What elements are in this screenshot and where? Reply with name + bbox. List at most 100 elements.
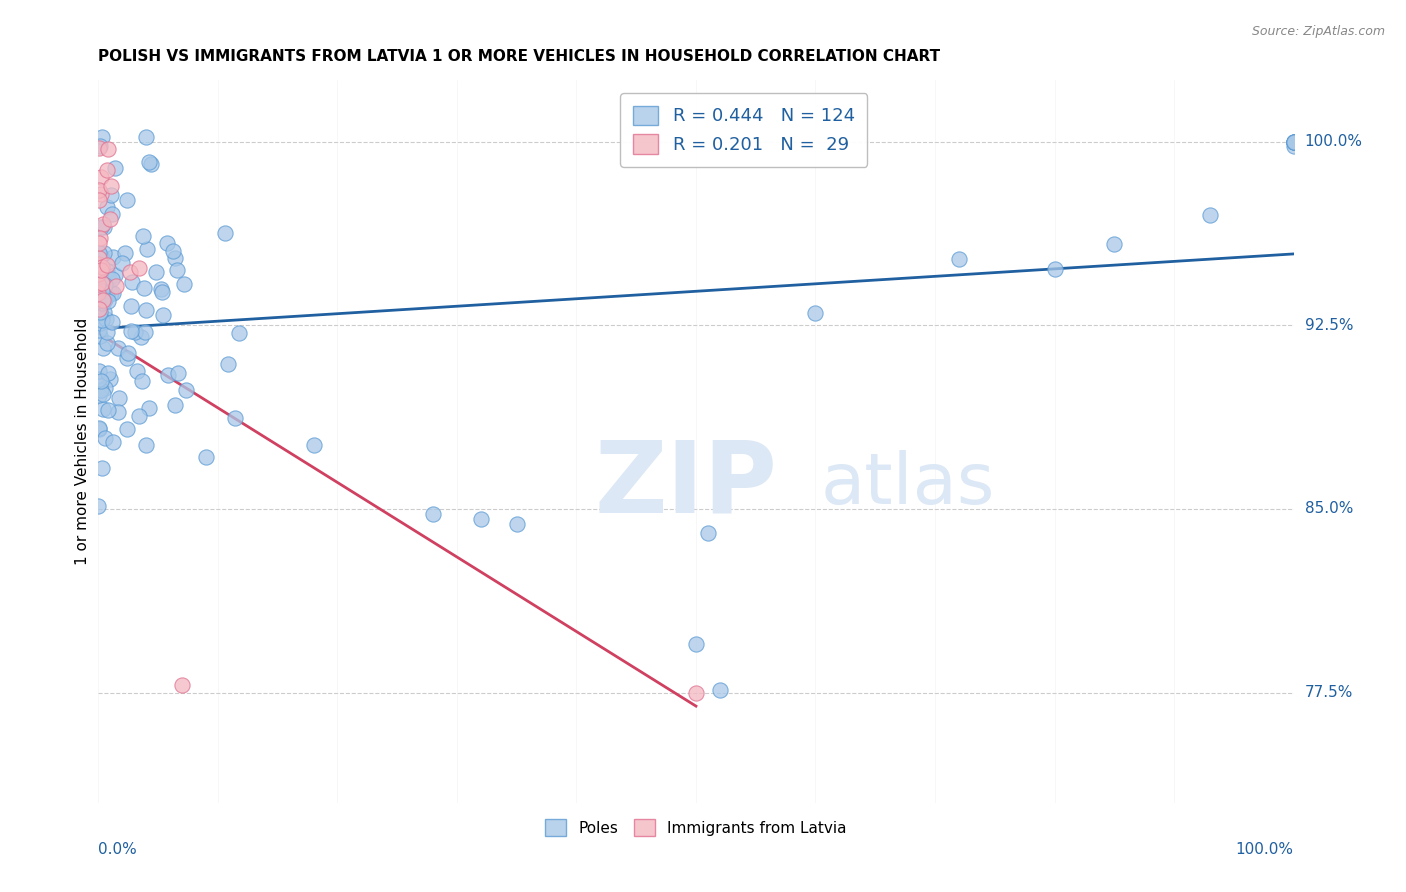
Point: [94, 312, 117, 326]
Point: [87, 286, 110, 301]
Point: [87, 388, 110, 402]
Point: [94, 381, 117, 395]
Point: [228, 326, 250, 341]
Text: Source: ZipAtlas.com: Source: ZipAtlas.com: [1251, 25, 1385, 38]
Point: [91, 277, 114, 291]
Point: [94, 432, 117, 446]
Point: [94, 292, 117, 306]
Point: [91, 386, 114, 401]
Point: [135, 303, 157, 318]
Point: [96, 336, 118, 351]
Point: [91, 284, 114, 298]
Point: [101, 285, 124, 300]
Text: 85.0%: 85.0%: [1305, 501, 1353, 516]
Text: 100.0%: 100.0%: [1305, 134, 1362, 149]
Point: [91, 401, 114, 416]
Point: [87, 293, 110, 308]
Point: [150, 282, 173, 296]
Point: [1104, 237, 1126, 252]
Point: [98, 372, 121, 386]
Point: [100, 315, 122, 329]
Point: [90, 169, 112, 184]
Point: [90, 375, 112, 389]
Point: [94, 277, 117, 292]
Legend: Poles, Immigrants from Latvia: Poles, Immigrants from Latvia: [538, 814, 853, 842]
Point: [162, 244, 184, 259]
Point: [157, 368, 180, 383]
Point: [87, 141, 110, 155]
Point: [96, 263, 118, 277]
Point: [100, 285, 122, 300]
Point: [90, 313, 112, 327]
Point: [685, 637, 707, 651]
Point: [87, 301, 110, 316]
Point: [115, 421, 138, 435]
Point: [97, 366, 120, 380]
Point: [90, 129, 112, 144]
Point: [96, 289, 118, 303]
Point: [89, 183, 111, 197]
Point: [96, 162, 118, 177]
Point: [87, 257, 110, 271]
Point: [96, 325, 118, 339]
Point: [174, 383, 197, 397]
Point: [302, 438, 325, 452]
Point: [90, 186, 112, 201]
Point: [89, 287, 111, 301]
Point: [138, 401, 160, 415]
Point: [152, 308, 174, 322]
Point: [422, 507, 444, 521]
Point: [96, 200, 118, 214]
Point: [128, 409, 150, 423]
Point: [172, 678, 194, 692]
Point: [101, 434, 124, 449]
Text: atlas: atlas: [820, 450, 994, 519]
Point: [97, 272, 120, 286]
Point: [107, 404, 129, 418]
Point: [697, 526, 720, 541]
Point: [115, 351, 138, 366]
Point: [93, 246, 115, 260]
Point: [97, 402, 120, 417]
Point: [163, 251, 186, 265]
Point: [98, 211, 121, 226]
Point: [134, 325, 156, 339]
Text: 77.5%: 77.5%: [1305, 685, 1353, 700]
Point: [87, 323, 110, 337]
Point: [217, 357, 239, 371]
Point: [90, 297, 112, 311]
Point: [89, 310, 111, 325]
Point: [89, 290, 111, 304]
Point: [1282, 135, 1305, 149]
Point: [135, 243, 157, 257]
Point: [470, 511, 492, 525]
Point: [101, 250, 124, 264]
Point: [91, 293, 114, 307]
Point: [100, 187, 122, 202]
Point: [114, 245, 136, 260]
Point: [506, 516, 529, 531]
Point: [120, 265, 142, 279]
Point: [135, 438, 157, 452]
Point: [156, 236, 179, 251]
Point: [87, 246, 110, 260]
Point: [131, 330, 153, 344]
Point: [111, 256, 134, 270]
Point: [108, 391, 131, 405]
Point: [90, 219, 112, 234]
Point: [145, 265, 167, 279]
Point: [91, 341, 114, 355]
Text: 92.5%: 92.5%: [1305, 318, 1353, 333]
Point: [91, 218, 114, 232]
Point: [87, 372, 110, 386]
Point: [150, 285, 173, 300]
Point: [87, 267, 110, 281]
Point: [89, 139, 111, 153]
Point: [124, 325, 146, 339]
Point: [100, 179, 122, 194]
Text: 0.0%: 0.0%: [98, 842, 138, 856]
Point: [93, 305, 115, 319]
Point: [173, 277, 195, 292]
Point: [166, 366, 188, 380]
Point: [214, 226, 236, 240]
